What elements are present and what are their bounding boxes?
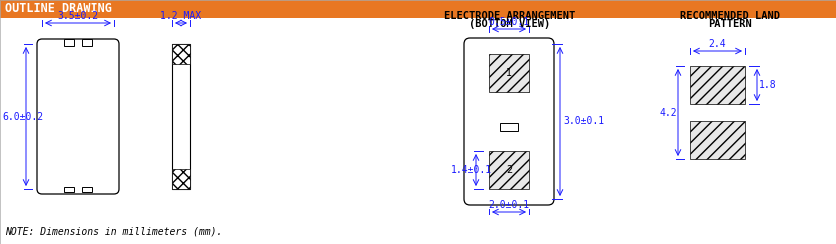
Bar bbox=[0, 0, 836, 18]
Text: 2.4: 2.4 bbox=[709, 39, 726, 49]
Text: 6.0±0.2: 6.0±0.2 bbox=[2, 112, 43, 122]
Text: ELECTRODE ARRANGEMENT: ELECTRODE ARRANGEMENT bbox=[445, 11, 576, 21]
Bar bbox=[64, 39, 74, 46]
Text: NOTE: Dimensions in millimeters (mm).: NOTE: Dimensions in millimeters (mm). bbox=[5, 226, 222, 236]
Text: 2.0±0.1: 2.0±0.1 bbox=[488, 200, 529, 210]
Bar bbox=[690, 66, 745, 104]
Bar bbox=[82, 39, 92, 46]
Bar bbox=[500, 122, 518, 131]
Text: PATTERN: PATTERN bbox=[708, 19, 752, 29]
Bar bbox=[172, 44, 190, 64]
Text: 4.2: 4.2 bbox=[660, 108, 678, 118]
Bar bbox=[82, 187, 92, 192]
Text: 1.8: 1.8 bbox=[759, 80, 777, 90]
Bar bbox=[489, 151, 529, 189]
Bar bbox=[172, 44, 190, 189]
Text: OUTLINE DRAWING: OUTLINE DRAWING bbox=[5, 2, 112, 16]
Text: RECOMMENDED LAND: RECOMMENDED LAND bbox=[680, 11, 780, 21]
Bar bbox=[489, 54, 529, 92]
Text: 3.5±0.2: 3.5±0.2 bbox=[58, 11, 99, 21]
Bar bbox=[64, 187, 74, 192]
FancyBboxPatch shape bbox=[464, 38, 554, 205]
Text: 2: 2 bbox=[506, 165, 512, 175]
Text: 1: 1 bbox=[506, 68, 512, 78]
Text: (BOTTOM VIEW): (BOTTOM VIEW) bbox=[469, 19, 551, 29]
FancyBboxPatch shape bbox=[37, 39, 119, 194]
Text: 0.5±0.1: 0.5±0.1 bbox=[488, 17, 529, 27]
Bar bbox=[172, 169, 190, 189]
Text: 1.2 MAX: 1.2 MAX bbox=[161, 11, 201, 21]
Text: 1.4±0.1: 1.4±0.1 bbox=[451, 165, 492, 175]
Bar bbox=[690, 121, 745, 159]
Text: 3.0±0.1: 3.0±0.1 bbox=[563, 116, 604, 126]
